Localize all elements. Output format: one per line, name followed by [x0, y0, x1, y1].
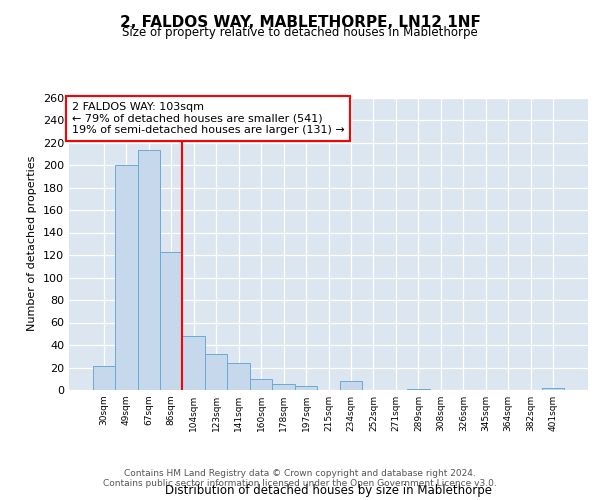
Text: Size of property relative to detached houses in Mablethorpe: Size of property relative to detached ho… — [122, 26, 478, 39]
Bar — [250, 379, 272, 390]
Bar — [227, 363, 250, 390]
Bar — [407, 389, 430, 390]
Bar — [295, 386, 317, 390]
Bar — [137, 150, 160, 390]
Bar — [340, 381, 362, 390]
Bar — [115, 165, 137, 390]
Bar — [205, 354, 227, 390]
Bar — [272, 384, 295, 390]
Bar — [92, 366, 115, 390]
Text: Contains public sector information licensed under the Open Government Licence v3: Contains public sector information licen… — [103, 479, 497, 488]
Y-axis label: Number of detached properties: Number of detached properties — [28, 156, 37, 332]
Bar — [182, 336, 205, 390]
Text: Contains HM Land Registry data © Crown copyright and database right 2024.: Contains HM Land Registry data © Crown c… — [124, 470, 476, 478]
Bar — [160, 252, 182, 390]
Bar — [542, 388, 565, 390]
Text: 2 FALDOS WAY: 103sqm
← 79% of detached houses are smaller (541)
19% of semi-deta: 2 FALDOS WAY: 103sqm ← 79% of detached h… — [71, 102, 344, 135]
Text: 2, FALDOS WAY, MABLETHORPE, LN12 1NF: 2, FALDOS WAY, MABLETHORPE, LN12 1NF — [119, 15, 481, 30]
X-axis label: Distribution of detached houses by size in Mablethorpe: Distribution of detached houses by size … — [165, 484, 492, 497]
